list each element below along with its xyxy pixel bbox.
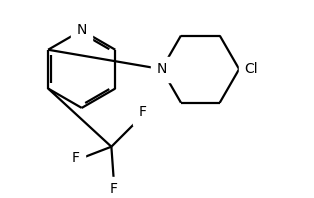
Text: N: N	[156, 62, 167, 76]
Text: F: F	[110, 182, 118, 196]
Text: Cl: Cl	[245, 62, 258, 76]
Text: F: F	[71, 151, 79, 165]
Text: N: N	[77, 23, 87, 37]
Text: F: F	[139, 105, 147, 119]
